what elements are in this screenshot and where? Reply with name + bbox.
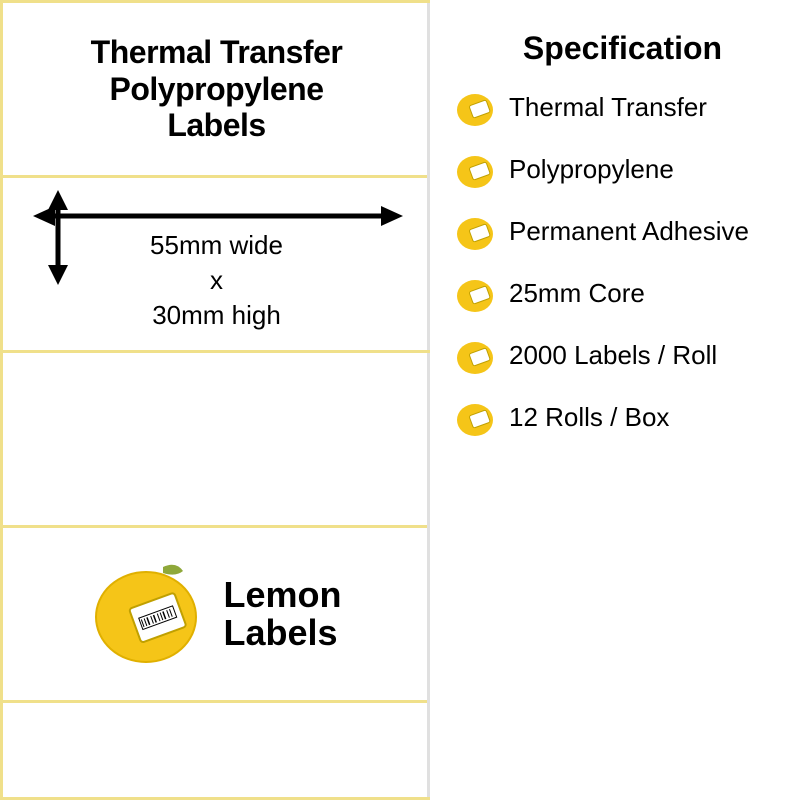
label-roll-panel: Thermal Transfer Polypropylene Labels 55… [0,0,430,800]
label-row-dimensions: 55mm wide x 30mm high [3,178,430,353]
lemon-bullet-icon [455,212,499,256]
width-arrow-icon [33,206,403,226]
spec-item: 12 Rolls / Box [455,402,790,442]
dim-separator: x [210,265,223,295]
title-line-1: Thermal Transfer [91,34,343,70]
spec-item: 25mm Core [455,278,790,318]
spec-item: Polypropylene [455,154,790,194]
dimensions-text: 55mm wide x 30mm high [3,228,430,333]
width-value: 55mm wide [150,230,283,260]
spec-item: Thermal Transfer [455,92,790,132]
spec-item-text: Thermal Transfer [509,92,707,123]
spec-item-text: Permanent Adhesive [509,216,749,247]
lemon-bullet-icon [455,88,499,132]
lemon-bullet-icon [455,336,499,380]
lemon-bullet-icon [455,274,499,318]
spec-item-text: Polypropylene [509,154,674,185]
spec-item-text: 2000 Labels / Roll [509,340,717,371]
label-row-partial [3,703,430,791]
lemon-icon [91,559,211,669]
brand-line-1: Lemon [223,574,341,615]
brand-line-2: Labels [223,612,337,653]
title-line-2: Polypropylene [110,71,324,107]
spec-heading: Specification [455,30,790,67]
spec-item-text: 12 Rolls / Box [509,402,669,433]
lemon-bullet-icon [455,398,499,442]
spec-item: Permanent Adhesive [455,216,790,256]
specification-panel: Specification Thermal Transfer Polypropy… [430,0,800,800]
label-row-title: Thermal Transfer Polypropylene Labels [3,3,430,178]
label-row-brand: Lemon Labels [3,528,430,703]
vertical-divider [427,3,430,797]
spec-item-text: 25mm Core [509,278,645,309]
product-title: Thermal Transfer Polypropylene Labels [91,34,343,144]
lemon-bullet-icon [455,150,499,194]
brand-logo: Lemon Labels [91,559,341,669]
title-line-3: Labels [167,107,265,143]
spec-list: Thermal Transfer Polypropylene Permanent… [455,92,790,442]
height-value: 30mm high [152,300,281,330]
spec-item: 2000 Labels / Roll [455,340,790,380]
label-row-blank [3,353,430,528]
brand-name: Lemon Labels [223,576,341,652]
